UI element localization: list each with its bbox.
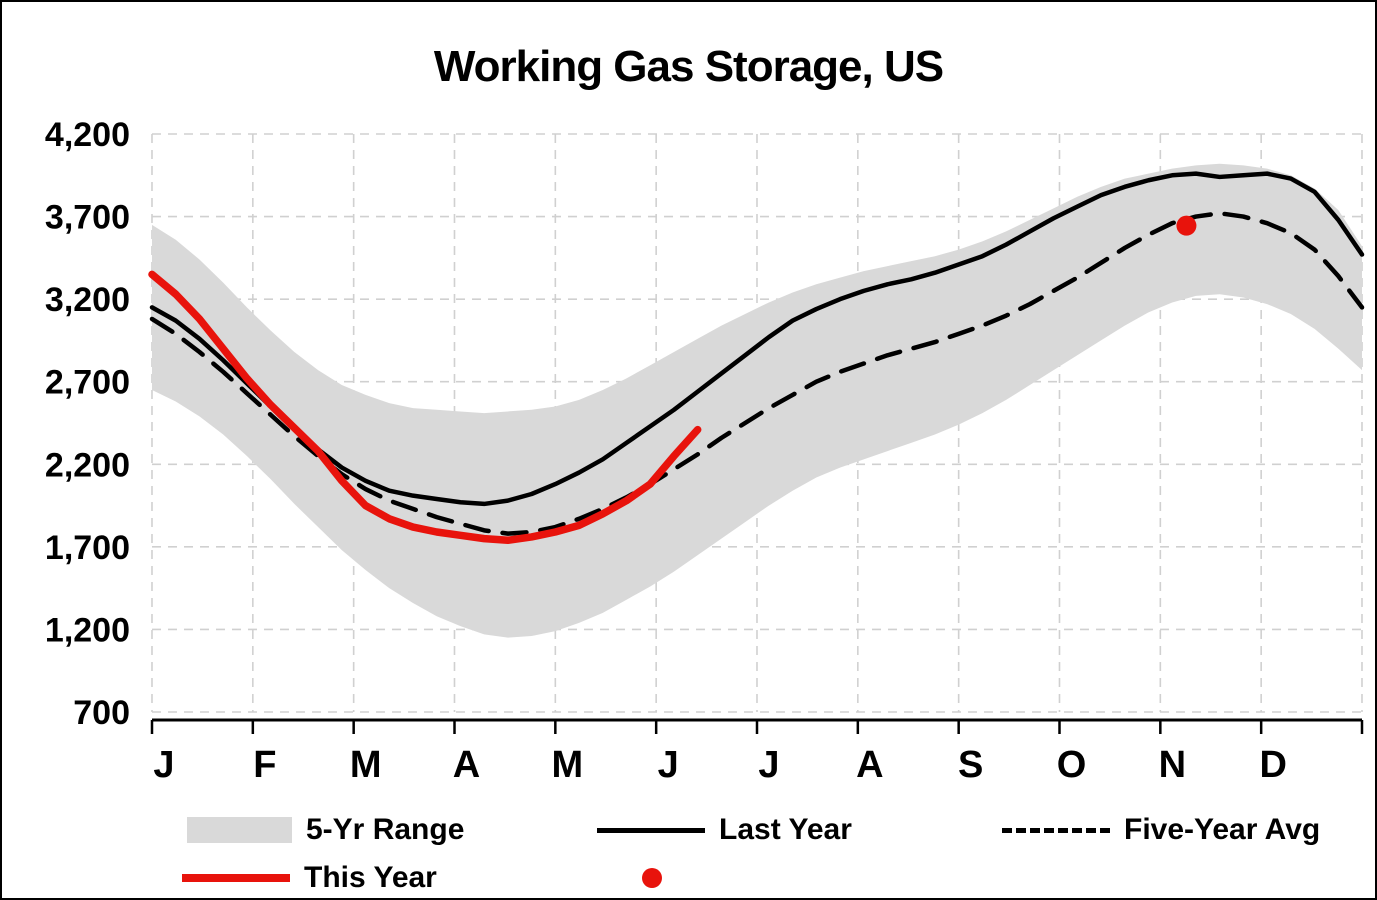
x-axis-label: N <box>1159 744 1186 786</box>
range-band-area <box>152 163 1362 638</box>
this-year-line-icon <box>182 874 290 882</box>
legend-label-range: 5-Yr Range <box>306 813 465 846</box>
last-year-line-icon <box>597 827 705 833</box>
legend-label-five-year-avg: Five-Year Avg <box>1124 813 1321 846</box>
x-axis-label: A <box>453 744 480 786</box>
series-line-five-year-avg <box>149 211 1365 536</box>
y-axis-label: 2,200 <box>45 446 130 484</box>
legend-item-range: 5-Yr Range <box>187 810 464 850</box>
y-axis-label: 1,700 <box>45 529 130 567</box>
x-axis-label: S <box>958 744 983 786</box>
y-axis-label: 700 <box>73 694 130 732</box>
legend-item-last-year: Last Year <box>597 810 852 850</box>
x-axis-label: J <box>658 744 679 786</box>
legend-item-latest-point <box>642 858 662 898</box>
series-line-this-year <box>148 270 702 545</box>
y-axis-label: 1,200 <box>45 611 130 649</box>
chart-canvas: 700 1,200 1,700 2,200 2,700 3,200 3,700 4,200 J F… <box>45 116 1365 786</box>
y-axis-label: 3,700 <box>45 199 130 237</box>
legend-label-this-year: This Year <box>304 861 437 894</box>
latest-point-dot-icon <box>642 868 662 888</box>
y-axis-label: 2,700 <box>45 364 130 402</box>
y-axis-label: 3,200 <box>45 281 130 319</box>
legend-label-last-year: Last Year <box>719 813 852 846</box>
legend-item-this-year: This Year <box>182 858 437 898</box>
chart-title: Working Gas Storage, US <box>433 42 944 91</box>
five-year-avg-line-icon <box>1002 827 1110 833</box>
x-axis-label: J <box>758 744 779 786</box>
x-axis-label: D <box>1259 744 1286 786</box>
x-axis-label: J <box>153 744 174 786</box>
legend-item-five-year-avg: Five-Year Avg <box>1002 810 1320 850</box>
x-axis-label: A <box>856 744 883 786</box>
x-axis-label: M <box>350 744 382 786</box>
range-swatch-icon <box>187 817 292 843</box>
x-axis-label: O <box>1057 744 1087 786</box>
latest-point-marker <box>1176 215 1197 236</box>
x-axis-label: M <box>552 744 584 786</box>
series-line-last-year <box>149 171 1365 507</box>
y-axis-label: 4,200 <box>45 116 130 154</box>
x-axis-label: F <box>253 744 276 786</box>
